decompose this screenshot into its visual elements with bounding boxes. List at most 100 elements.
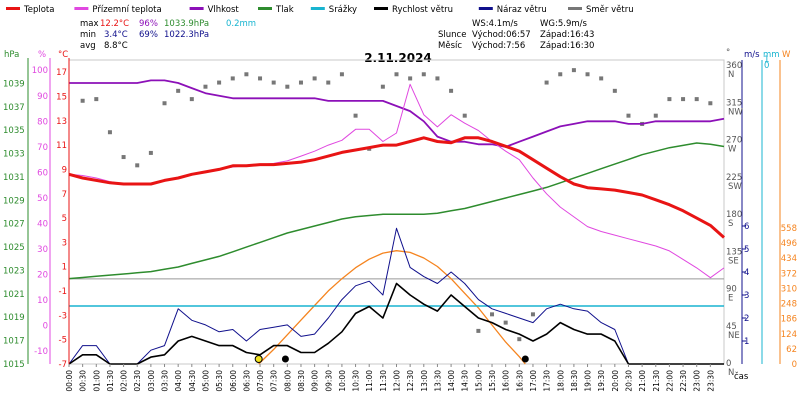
wind-direction-point (203, 84, 208, 89)
x-tick-label: 01:30 (106, 370, 115, 392)
temperature-tick-label: 1 (62, 263, 67, 273)
solar-tick-label: 434 (781, 254, 797, 264)
humidity-tick-label: 60 (37, 168, 48, 178)
temperature-tick-label: -7 (59, 360, 67, 370)
wind-direction-point (271, 80, 276, 85)
wind-speed-tick-label: 4 (744, 268, 749, 278)
temperature-tick-label: 9 (62, 165, 67, 175)
pressure-tick-label: 1025 (3, 243, 25, 253)
humidity-tick-label: 70 (37, 143, 48, 153)
temperature-tick-label: 7 (62, 190, 67, 200)
stats-min-press: 1022.3hPa (164, 30, 209, 40)
temperature-tick-label: 3 (62, 238, 67, 248)
wind-direction-point (339, 72, 344, 77)
x-tick-label: 04:00 (174, 370, 183, 392)
wind-direction-point (121, 155, 126, 160)
wind-direction-point (94, 97, 99, 102)
solar-tick-label: 310 (781, 284, 797, 294)
sun-label: Slunce (438, 30, 466, 40)
x-axis-label: čas (734, 371, 749, 382)
legend: Teplota Přízemní teplota Vlhkost Tlak Srážky… (6, 5, 634, 15)
wind-direction-point (530, 312, 535, 317)
wind-direction-tick-label: 135 (726, 247, 742, 257)
wind-direction-point (694, 97, 699, 102)
wind-direction-point (503, 320, 508, 325)
stats-max-hum: 96% (139, 19, 158, 29)
x-tick-label: 23:30 (706, 370, 715, 392)
pressure-tick-label: 1029 (3, 196, 25, 206)
wind-direction-point (462, 113, 467, 118)
wind-direction-point (189, 97, 194, 102)
x-tick-label: 01:00 (92, 370, 101, 392)
stats-avg-temp: 8.8°C (104, 41, 128, 51)
rain-tick-label: 1 (764, 55, 769, 65)
temperature-line (68, 136, 725, 239)
x-tick-label: 02:30 (133, 370, 142, 392)
legend-swatch (478, 7, 493, 10)
wind-direction-point (135, 163, 140, 168)
wind-direction-point (107, 130, 112, 135)
pressure-tick-label: 1027 (3, 220, 25, 230)
humidity-unit: % (38, 50, 46, 60)
rain-unit: mm (763, 50, 780, 60)
stats-block: max 12.2°C 96% 1033.9hPa 0.2mm min 3.4°C… (80, 19, 256, 51)
legend-swatch (74, 7, 89, 10)
wind-direction-point (176, 88, 181, 93)
pressure-tick-label: 1023 (3, 266, 25, 276)
temperature-tick-label: 11 (56, 141, 67, 151)
temperature-tick-label: 17 (56, 68, 67, 78)
wind-direction-compass-label: S (728, 219, 733, 229)
x-tick-label: 03:30 (161, 370, 170, 392)
wind-direction-tick-label: 270 (726, 136, 742, 146)
legend-label: Náraz větru (497, 5, 547, 15)
x-tick-label: 02:00 (120, 370, 129, 392)
stats-min-label: min (80, 30, 96, 40)
legend-swatch (258, 7, 272, 10)
x-tick-label: 04:30 (188, 370, 197, 392)
x-tick-label: 09:00 (311, 370, 320, 392)
x-tick-label: 15:00 (474, 370, 483, 392)
wind-speed-tick-label: 6 (744, 222, 749, 232)
pressure-tick-label: 1017 (3, 337, 25, 347)
legend-label: Tlak (275, 5, 294, 15)
x-tick-label: 11:00 (365, 370, 374, 392)
x-tick-label: 08:00 (283, 370, 292, 392)
legend-label: Srážky (329, 5, 357, 15)
sun-rise: Východ:06:57 (472, 30, 531, 40)
wind-speed-unit: m/s (744, 50, 760, 60)
legend-label: Teplota (23, 5, 54, 15)
legend-label: Přízemní teplota (92, 5, 161, 15)
wind-direction-tick-label: 225 (726, 173, 742, 183)
x-tick-label: 00:00 (65, 370, 74, 392)
temperature-tick-label: -3 (59, 311, 67, 321)
x-tick-label: 13:00 (420, 370, 429, 392)
wind-direction-point (653, 113, 658, 118)
wind-direction-point (449, 88, 454, 93)
x-tick-label: 12:00 (393, 370, 402, 392)
wind-direction-point (476, 328, 481, 333)
x-tick-label: 22:00 (665, 370, 674, 392)
solar-radiation-line (258, 250, 526, 365)
pressure-tick-label: 1021 (3, 290, 25, 300)
solar-tick-label: 558 (781, 224, 797, 234)
stats-min-temp: 3.4°C (104, 30, 128, 40)
x-tick-label: 17:30 (543, 370, 552, 392)
stats-max-label: max (80, 19, 99, 29)
wind-direction-tick-label: 360 (726, 61, 742, 71)
wind-direction-point (667, 97, 672, 102)
wind-direction-point (353, 113, 358, 118)
humidity-tick-label: 100 (32, 66, 48, 76)
pressure-tick-label: 1015 (3, 360, 25, 370)
x-tick-label: 18:00 (556, 370, 565, 392)
x-tick-label: 20:30 (624, 370, 633, 392)
x-tick-label: 11:30 (379, 370, 388, 392)
pressure-tick-label: 1019 (3, 313, 25, 323)
x-tick-label: 19:00 (584, 370, 593, 392)
wind-direction-point (80, 98, 85, 103)
temperature-tick-label: 15 (56, 92, 67, 102)
temperature-tick-label: -1 (59, 287, 67, 297)
x-tick-label: 06:30 (242, 370, 251, 392)
wind-direction-compass-label: E (728, 294, 733, 304)
